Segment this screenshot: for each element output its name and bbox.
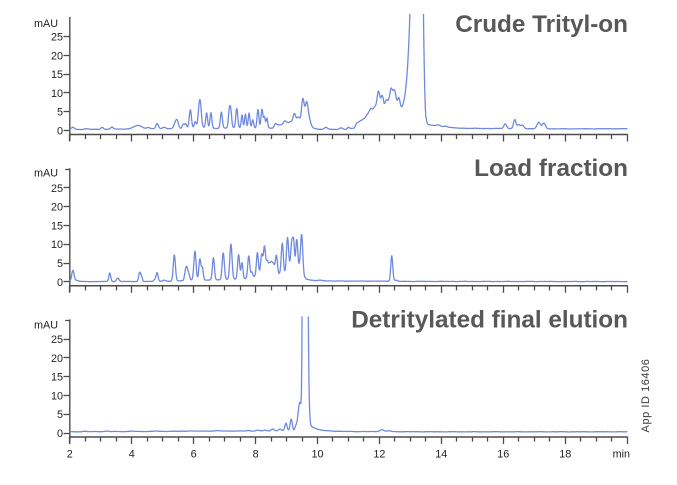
svg-text:min: min [613, 449, 630, 461]
svg-text:14: 14 [435, 449, 447, 461]
svg-text:0: 0 [57, 277, 63, 289]
svg-text:mAU: mAU [34, 167, 58, 179]
svg-text:mAU: mAU [34, 18, 58, 30]
svg-text:20: 20 [51, 50, 63, 62]
svg-text:15: 15 [51, 372, 63, 384]
svg-text:20: 20 [51, 202, 63, 214]
svg-text:10: 10 [311, 449, 323, 461]
svg-text:5: 5 [57, 107, 63, 119]
svg-text:5: 5 [57, 258, 63, 270]
svg-text:10: 10 [51, 390, 63, 402]
svg-text:0: 0 [57, 428, 63, 440]
svg-text:16: 16 [497, 449, 509, 461]
svg-text:12: 12 [373, 449, 385, 461]
svg-text:15: 15 [51, 220, 63, 232]
svg-text:App ID 16406: App ID 16406 [640, 359, 652, 433]
svg-text:6: 6 [191, 449, 197, 461]
svg-text:Crude Trityl-on: Crude Trityl-on [455, 11, 628, 38]
svg-text:2: 2 [67, 449, 73, 461]
svg-text:mAU: mAU [34, 320, 58, 332]
svg-text:Load fraction: Load fraction [474, 155, 628, 182]
svg-text:4: 4 [129, 449, 135, 461]
svg-text:5: 5 [57, 409, 63, 421]
svg-text:8: 8 [253, 449, 259, 461]
svg-text:20: 20 [51, 353, 63, 365]
svg-text:15: 15 [51, 69, 63, 81]
svg-text:Detritylated final elution: Detritylated final elution [351, 307, 628, 334]
svg-text:18: 18 [559, 449, 571, 461]
svg-text:25: 25 [51, 334, 63, 346]
svg-text:25: 25 [51, 32, 63, 44]
svg-text:10: 10 [51, 88, 63, 100]
svg-text:25: 25 [51, 183, 63, 195]
svg-text:0: 0 [57, 126, 63, 138]
svg-text:10: 10 [51, 239, 63, 251]
